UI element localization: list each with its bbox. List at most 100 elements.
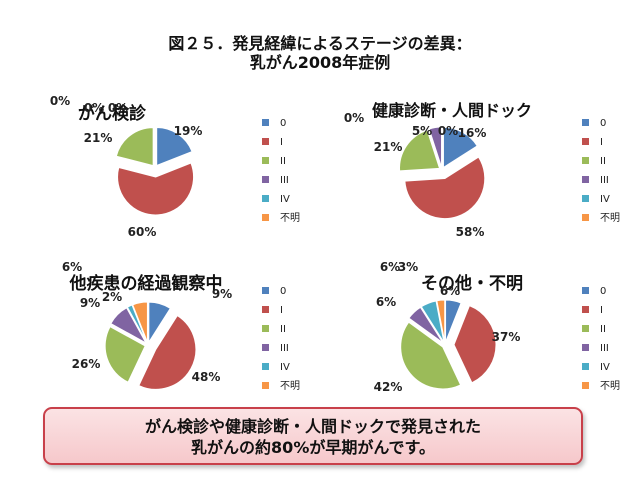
pie-data-label: 0% xyxy=(84,101,104,115)
pie-data-label: 5% xyxy=(412,124,432,138)
pie-data-label: 6% xyxy=(440,284,460,298)
legend-label: I xyxy=(600,137,603,148)
pie-data-label: 0% xyxy=(344,111,364,125)
legend-label: 0 xyxy=(600,118,606,129)
pie-slice-0 xyxy=(156,127,193,167)
pie-slice-0 xyxy=(442,126,478,169)
legend-swatch xyxy=(582,195,589,202)
legend-swatch xyxy=(582,176,589,183)
legend-label: 不明 xyxy=(280,212,300,224)
pie-data-label: 26% xyxy=(72,357,101,371)
legend-swatch xyxy=(262,382,269,389)
pie-slice-0 xyxy=(445,299,462,343)
pie-data-label: 48% xyxy=(192,370,221,384)
pie-chart-title: その他・不明 xyxy=(421,273,523,294)
legend-label: 不明 xyxy=(600,380,620,392)
pie-slice-I xyxy=(117,162,195,216)
banner-line2: 乳がんの約80%が早期がんです。 xyxy=(191,438,435,457)
legend-swatch xyxy=(582,157,589,164)
legend-swatch xyxy=(582,119,589,126)
pie-chart-title: 健康診断・人間ドック xyxy=(372,101,532,120)
legend-label: I xyxy=(280,137,283,148)
pie-slice-IV xyxy=(420,300,445,343)
pie-slice-III xyxy=(110,307,148,345)
pie-data-label: 37% xyxy=(492,330,521,344)
pie-slice-0 xyxy=(148,301,171,344)
legend-label: I xyxy=(280,305,283,316)
pie-slice-II xyxy=(115,127,154,167)
legend-label: IV xyxy=(280,194,290,205)
legend-label: I xyxy=(600,305,603,316)
pie-panel-health-checkup: 健康診断・人間ドック 16% 58% 21% 5% 0% 0% 0 I II III IV 不明 xyxy=(320,90,640,258)
legend-swatch xyxy=(582,287,589,294)
legend-label: III xyxy=(280,343,289,354)
legend-label: IV xyxy=(600,362,610,373)
legend-swatch xyxy=(262,214,269,221)
legend-swatch xyxy=(582,382,589,389)
legend-label: 0 xyxy=(280,286,286,297)
legend-swatch xyxy=(582,306,589,313)
legend-swatch xyxy=(262,287,269,294)
pie-data-label: 0% xyxy=(50,94,70,108)
legend-label: II xyxy=(280,324,286,335)
pie-chart-title: 他疾患の経過観察中 xyxy=(69,273,223,294)
pie-slice-II xyxy=(399,129,441,172)
legend-label: 不明 xyxy=(280,380,300,392)
legend-label: II xyxy=(280,156,286,167)
pie-data-label: 42% xyxy=(374,380,403,394)
pie-data-label: 3% xyxy=(398,260,418,274)
legend-label: 不明 xyxy=(600,212,620,224)
pie-slice-不明 xyxy=(132,301,148,343)
pie-slice-I xyxy=(138,314,197,390)
pie-data-label: 6% xyxy=(380,260,400,274)
legend-swatch xyxy=(262,138,269,145)
pie-data-label: 60% xyxy=(128,225,157,239)
figure-title-line2: 乳がん2008年症例 xyxy=(249,53,391,72)
pie-data-label: 2% xyxy=(102,290,122,304)
legend-label: III xyxy=(600,175,609,186)
legend-swatch xyxy=(262,344,269,351)
pie-data-label: 0% xyxy=(438,124,458,138)
banner-line1: がん検診や健康診断・人間ドックで発見された xyxy=(144,417,481,436)
legend-swatch xyxy=(262,157,269,164)
pie-data-label: 6% xyxy=(62,260,82,274)
legend-label: IV xyxy=(600,194,610,205)
pie-slice-I xyxy=(453,305,497,384)
legend-swatch xyxy=(582,138,589,145)
conclusion-banner: がん検診や健康診断・人間ドックで発見された 乳がんの約80%が早期がんです。 xyxy=(43,407,583,465)
legend-swatch xyxy=(262,195,269,202)
pie-slice-IV xyxy=(126,304,148,343)
pie-data-label: 19% xyxy=(174,124,203,138)
pie-chart-title: がん検診 xyxy=(78,103,147,124)
legend-label: III xyxy=(600,343,609,354)
legend-label: 0 xyxy=(600,286,606,297)
legend-swatch xyxy=(262,119,269,126)
pie-data-label: 9% xyxy=(80,296,100,310)
legend-swatch xyxy=(262,306,269,313)
legend-label: II xyxy=(600,324,606,335)
legend-swatch xyxy=(262,363,269,370)
pie-data-label: 6% xyxy=(376,295,396,309)
pie-panel-other-disease-followup: 他疾患の経過観察中 9% 48% 26% 9% 2% 6% 0 I II III IV 不明 xyxy=(0,258,320,426)
legend-swatch xyxy=(262,325,269,332)
legend-label: II xyxy=(600,156,606,167)
legend-swatch xyxy=(582,214,589,221)
pie-slice-II xyxy=(104,325,146,383)
pie-slice-III xyxy=(408,306,444,344)
pie-data-label: 21% xyxy=(84,131,113,145)
legend-swatch xyxy=(582,344,589,351)
pie-slice-I xyxy=(404,156,486,220)
pie-data-label: 16% xyxy=(458,126,487,140)
legend-swatch xyxy=(582,363,589,370)
legend-label: 0 xyxy=(280,118,286,129)
pie-data-label: 58% xyxy=(456,225,485,239)
pie-data-label: 9% xyxy=(212,287,232,301)
legend-label: III xyxy=(280,175,289,186)
figure-title-line1: 図２５．発見経緯によるステージの差異： xyxy=(168,34,472,53)
pie-data-label: 0% xyxy=(108,101,128,115)
pie-slice-不明 xyxy=(436,299,446,343)
